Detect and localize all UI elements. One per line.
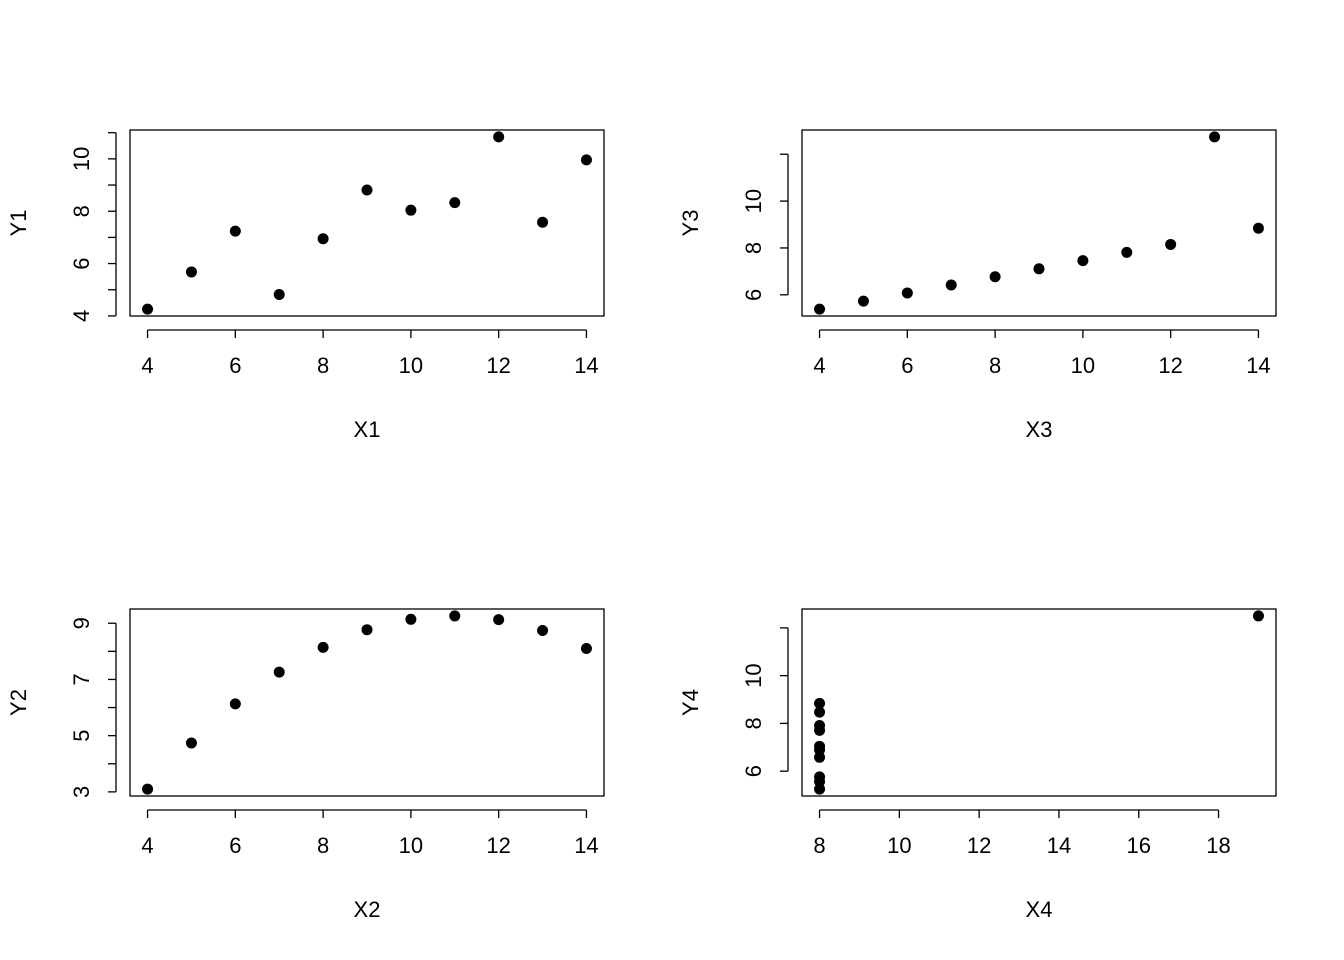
point xyxy=(185,266,197,278)
x-tick-label: 4 xyxy=(813,353,825,378)
x-tick-label: 14 xyxy=(1047,833,1071,858)
x-tick-label: 8 xyxy=(317,353,329,378)
point xyxy=(1209,131,1221,143)
x-axis-title: X4 xyxy=(1026,897,1053,922)
x-tick-label: 4 xyxy=(141,833,153,858)
point xyxy=(537,216,549,228)
x-tick-label: 6 xyxy=(229,833,241,858)
point xyxy=(493,614,505,626)
point xyxy=(814,303,826,315)
y-tick-label: 10 xyxy=(741,663,766,687)
x-tick-label: 10 xyxy=(399,353,423,378)
x-tick-label: 14 xyxy=(574,833,598,858)
y-tick-label: 7 xyxy=(69,673,94,685)
point xyxy=(142,303,154,315)
y-tick-label: 10 xyxy=(741,189,766,213)
y-axis-title: Y2 xyxy=(6,689,31,716)
point xyxy=(449,610,461,622)
x-axis-title: X2 xyxy=(354,897,381,922)
point xyxy=(273,666,285,678)
y-tick-label: 4 xyxy=(69,310,94,322)
point xyxy=(405,613,417,625)
point xyxy=(449,197,461,209)
point xyxy=(1033,263,1045,275)
y-axis-title: Y3 xyxy=(678,210,703,237)
y-tick-label: 8 xyxy=(741,242,766,254)
point xyxy=(1121,246,1133,258)
y-tick-label: 5 xyxy=(69,730,94,742)
x-tick-label: 12 xyxy=(486,353,510,378)
point xyxy=(1165,238,1177,250)
point xyxy=(814,706,826,718)
x-tick-label: 12 xyxy=(486,833,510,858)
x-tick-label: 10 xyxy=(399,833,423,858)
plot-frame xyxy=(129,129,605,317)
x-tick-label: 16 xyxy=(1127,833,1151,858)
point xyxy=(361,624,373,636)
point xyxy=(814,744,826,756)
y-tick-label: 10 xyxy=(69,147,94,171)
point xyxy=(814,697,826,709)
y-tick-label: 9 xyxy=(69,617,94,629)
point xyxy=(814,720,826,732)
x-tick-label: 6 xyxy=(229,353,241,378)
y-tick-label: 8 xyxy=(69,205,94,217)
point xyxy=(1077,255,1089,267)
x-tick-label: 14 xyxy=(574,353,598,378)
point xyxy=(185,737,197,749)
point xyxy=(945,279,957,291)
x-tick-label: 12 xyxy=(1158,353,1182,378)
plot-frame xyxy=(129,608,605,797)
x-tick-label: 18 xyxy=(1206,833,1230,858)
point xyxy=(1252,610,1264,622)
y-tick-label: 3 xyxy=(69,786,94,798)
y-axis-title: Y1 xyxy=(6,210,31,237)
y-tick-label: 6 xyxy=(69,257,94,269)
y-tick-label: 6 xyxy=(741,289,766,301)
x-tick-label: 10 xyxy=(1071,353,1095,378)
point xyxy=(229,225,241,237)
point xyxy=(1252,222,1264,234)
point xyxy=(901,287,913,299)
x-tick-label: 12 xyxy=(967,833,991,858)
point xyxy=(317,233,329,245)
x-axis-title: X1 xyxy=(354,417,381,442)
point xyxy=(857,295,869,307)
point xyxy=(405,204,417,216)
x-axis-title: X3 xyxy=(1026,417,1053,442)
plot-frame xyxy=(801,129,1277,317)
point xyxy=(142,783,154,795)
point xyxy=(814,776,826,788)
x-tick-label: 8 xyxy=(989,353,1001,378)
x-tick-label: 14 xyxy=(1246,353,1270,378)
point xyxy=(493,131,505,143)
plot-frame xyxy=(801,608,1277,797)
y-axis-title: Y4 xyxy=(678,689,703,716)
x-tick-label: 8 xyxy=(317,833,329,858)
point xyxy=(361,184,373,196)
x-tick-label: 10 xyxy=(887,833,911,858)
point xyxy=(989,271,1001,283)
point xyxy=(580,154,592,166)
point xyxy=(537,625,549,637)
point xyxy=(273,288,285,300)
y-tick-label: 6 xyxy=(741,765,766,777)
point xyxy=(580,643,592,655)
x-tick-label: 8 xyxy=(813,833,825,858)
y-tick-label: 8 xyxy=(741,717,766,729)
x-tick-label: 4 xyxy=(141,353,153,378)
point xyxy=(229,698,241,710)
x-tick-label: 6 xyxy=(901,353,913,378)
point xyxy=(317,641,329,653)
